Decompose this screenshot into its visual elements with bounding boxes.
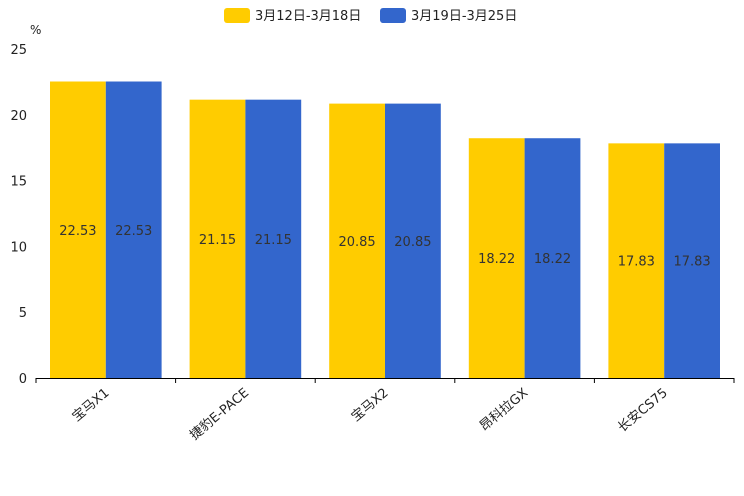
legend-swatch-1 bbox=[224, 8, 250, 23]
y-tick-label: 15 bbox=[10, 175, 27, 190]
y-tick-label: 0 bbox=[19, 372, 27, 387]
bar bbox=[385, 103, 441, 378]
data-label: 20.85 bbox=[338, 235, 375, 250]
legend: 3月12日-3月18日 3月19日-3月25日 bbox=[224, 8, 517, 24]
y-tick-label: 10 bbox=[10, 240, 27, 255]
legend-label-1: 3月12日-3月18日 bbox=[255, 9, 361, 24]
bar bbox=[329, 103, 385, 378]
bar bbox=[524, 138, 581, 378]
data-label: 17.83 bbox=[618, 255, 655, 270]
y-axis-unit-label: % bbox=[30, 23, 41, 37]
bar bbox=[105, 81, 162, 379]
bars bbox=[50, 81, 720, 379]
x-tick-label: 宝马X2 bbox=[349, 386, 392, 425]
data-label: 22.53 bbox=[115, 224, 152, 239]
bar bbox=[245, 99, 302, 378]
legend-swatch-2 bbox=[380, 8, 406, 23]
data-label: 17.83 bbox=[673, 255, 710, 270]
y-axis: 0 5 10 15 20 25 bbox=[10, 43, 27, 387]
y-tick-label: 25 bbox=[10, 43, 27, 58]
bar bbox=[189, 99, 246, 378]
x-tick-label: 昂科拉GX bbox=[477, 386, 531, 435]
x-tick-label: 宝马X1 bbox=[70, 386, 113, 425]
x-tick-label: 捷豹E-PACE bbox=[187, 386, 252, 444]
data-labels: 22.53 22.53 21.15 21.15 20.85 20.85 18.22 18.22… bbox=[59, 224, 710, 270]
bar bbox=[50, 81, 106, 379]
legend-label-2: 3月19日-3月25日 bbox=[411, 9, 517, 24]
y-tick-label: 20 bbox=[10, 109, 27, 124]
data-label: 18.22 bbox=[478, 252, 515, 267]
bar bbox=[468, 138, 525, 378]
y-tick-label: 5 bbox=[19, 306, 27, 321]
bar bbox=[664, 143, 720, 378]
data-label: 22.53 bbox=[59, 224, 96, 239]
data-label: 18.22 bbox=[534, 252, 571, 267]
x-axis: 宝马X1 捷豹E-PACE 宝马X2 昂科拉GX 长安CS75 bbox=[35, 378, 735, 444]
bar bbox=[608, 143, 665, 378]
data-label: 20.85 bbox=[394, 235, 431, 250]
x-tick-label: 长安CS75 bbox=[615, 386, 671, 436]
data-label: 21.15 bbox=[255, 233, 292, 248]
data-label: 21.15 bbox=[199, 233, 236, 248]
